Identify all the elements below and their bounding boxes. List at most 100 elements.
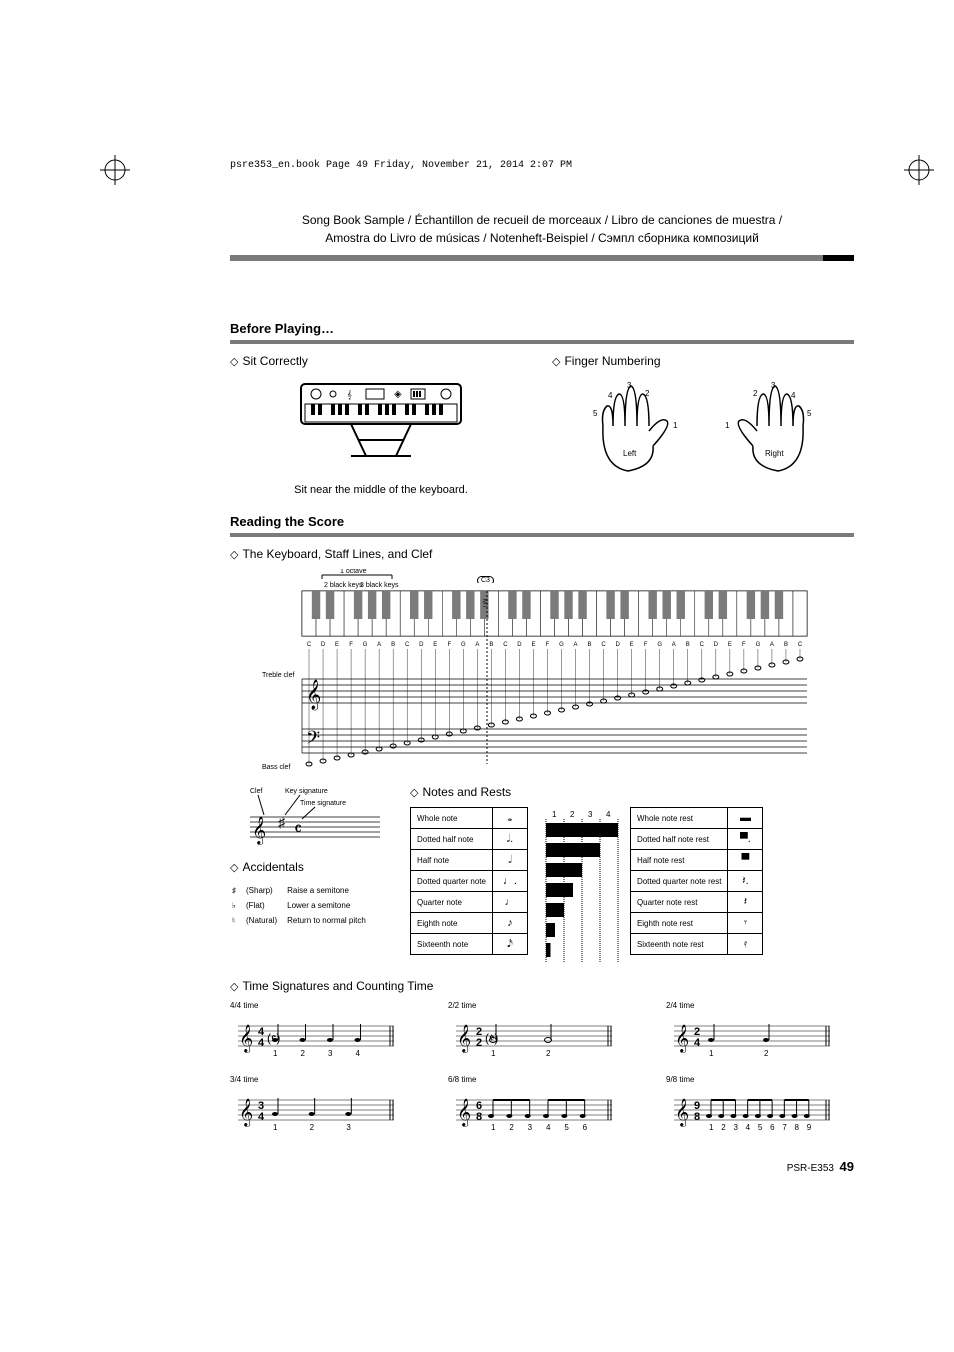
notes-table: Whole note𝅝Dotted half note𝅗𝅥.Half note𝅗… xyxy=(410,807,528,955)
svg-text:1: 1 xyxy=(709,1049,714,1058)
svg-text:Time signature: Time signature xyxy=(300,800,346,807)
svg-text:M: M xyxy=(481,599,487,604)
svg-text:4: 4 xyxy=(746,1123,751,1132)
svg-text:8: 8 xyxy=(694,1111,700,1123)
svg-text:A: A xyxy=(672,642,676,648)
svg-text:Key signature: Key signature xyxy=(285,788,328,795)
svg-text:4: 4 xyxy=(606,810,611,819)
svg-text:2: 2 xyxy=(645,389,650,398)
svg-text:4: 4 xyxy=(608,391,613,400)
svg-text:C: C xyxy=(307,642,312,648)
svg-text:F: F xyxy=(546,642,550,648)
svg-text:3 black keys: 3 black keys xyxy=(360,582,399,589)
svg-text:3: 3 xyxy=(528,1123,533,1132)
hands-illustration: 5 4 3 2 1 Left 5 4 3 2 1 Right xyxy=(583,376,823,486)
svg-text:♯: ♯ xyxy=(278,814,286,830)
svg-text:𝄞: 𝄞 xyxy=(252,817,266,845)
svg-text:𝄞: 𝄞 xyxy=(239,1025,253,1053)
doc-header-line2: Amostra do Livro de músicas / Notenheft-… xyxy=(325,231,759,245)
svg-text:8: 8 xyxy=(795,1123,800,1132)
keyboard-staff-diagram: 1 octave 2 black keys 3 black keys C3 CD… xyxy=(262,569,822,779)
svg-text:5: 5 xyxy=(564,1123,569,1132)
finger-numbering-label: Finger Numbering xyxy=(552,354,854,368)
svg-text:A: A xyxy=(475,642,479,648)
section-underline-before xyxy=(230,340,854,344)
svg-text:8: 8 xyxy=(476,1111,482,1123)
header-rule xyxy=(230,255,854,261)
svg-text:9: 9 xyxy=(807,1123,812,1132)
time-signatures-grid: 4/4 time 𝄞 4 4 (𝄴) 1234 2/2 time 𝄞 2 xyxy=(230,1001,854,1139)
svg-text:5: 5 xyxy=(807,409,812,418)
footer-page: 49 xyxy=(840,1159,854,1174)
svg-text:𝄞: 𝄞 xyxy=(306,679,321,711)
svg-text:E: E xyxy=(728,642,732,648)
svg-text:4: 4 xyxy=(258,1111,265,1123)
svg-text:G: G xyxy=(657,642,662,648)
svg-text:E: E xyxy=(335,642,339,648)
accidentals-table: ♯(Sharp)Raise a semitone ♭(Flat)Lower a … xyxy=(230,882,376,929)
svg-text:B: B xyxy=(391,642,395,648)
page-footer: PSR-E353 49 xyxy=(230,1159,854,1174)
svg-text:3: 3 xyxy=(733,1123,738,1132)
svg-text:2 black keys: 2 black keys xyxy=(324,582,363,589)
svg-text:2: 2 xyxy=(310,1123,315,1132)
svg-text:𝄞: 𝄞 xyxy=(675,1099,689,1127)
svg-text:A: A xyxy=(770,642,774,648)
svg-text:Treble clef: Treble clef xyxy=(262,672,294,679)
svg-text:𝄞: 𝄞 xyxy=(457,1025,471,1053)
svg-text:𝄞: 𝄞 xyxy=(239,1099,253,1127)
svg-text:2: 2 xyxy=(753,389,758,398)
svg-text:B: B xyxy=(489,642,493,648)
svg-text:D: D xyxy=(517,642,522,648)
svg-text:C: C xyxy=(503,642,508,648)
svg-text:1: 1 xyxy=(273,1123,278,1132)
svg-text:1: 1 xyxy=(491,1123,496,1132)
sit-keyboard-illustration: 𝄞 ◈ xyxy=(291,376,471,476)
svg-text:D: D xyxy=(419,642,424,648)
svg-text:C: C xyxy=(405,642,410,648)
svg-text:G: G xyxy=(559,642,564,648)
svg-text:1 octave: 1 octave xyxy=(340,569,367,575)
svg-text:4: 4 xyxy=(546,1123,551,1132)
svg-text:1: 1 xyxy=(725,421,730,430)
note-duration-bars: 1234 xyxy=(534,807,624,967)
svg-text:Clef: Clef xyxy=(250,788,263,795)
svg-text:C: C xyxy=(601,642,606,648)
clef-keysig-timesig-diagram: Clef Key signature Time signature 𝄞 ♯ 𝄴 xyxy=(230,785,390,845)
svg-text:2: 2 xyxy=(546,1049,551,1058)
svg-text:4: 4 xyxy=(258,1037,265,1049)
svg-text:C: C xyxy=(798,642,803,648)
svg-text:1: 1 xyxy=(273,1049,278,1058)
svg-text:2: 2 xyxy=(764,1049,769,1058)
accidentals-label: Accidentals xyxy=(230,860,390,874)
svg-text:D: D xyxy=(615,642,620,648)
svg-text:E: E xyxy=(630,642,634,648)
time-sig-label: Time Signatures and Counting Time xyxy=(230,979,854,993)
svg-text:E: E xyxy=(531,642,535,648)
svg-text:F: F xyxy=(349,642,353,648)
svg-text:1: 1 xyxy=(552,810,557,819)
svg-text:C: C xyxy=(700,642,705,648)
svg-text:F: F xyxy=(447,642,451,648)
doc-header-line1: Song Book Sample / Échantillon de recuei… xyxy=(302,213,782,227)
svg-text:B: B xyxy=(686,642,690,648)
rests-table: Whole note rest▬Dotted half note rest▀.H… xyxy=(630,807,764,955)
svg-text:D: D xyxy=(714,642,719,648)
svg-text:G: G xyxy=(363,642,368,648)
svg-text:D: D xyxy=(321,642,326,648)
svg-text:𝄞: 𝄞 xyxy=(347,390,352,399)
svg-text:𝄴: 𝄴 xyxy=(294,819,302,839)
svg-text:2: 2 xyxy=(509,1123,514,1132)
svg-text:6: 6 xyxy=(583,1123,588,1132)
svg-text:2: 2 xyxy=(301,1049,306,1058)
svg-text:◈: ◈ xyxy=(394,389,402,400)
section-title-reading: Reading the Score xyxy=(230,514,854,529)
section-underline-reading xyxy=(230,533,854,537)
svg-text:F: F xyxy=(644,642,648,648)
sit-caption: Sit near the middle of the keyboard. xyxy=(230,484,532,496)
svg-text:1: 1 xyxy=(673,421,678,430)
svg-text:3: 3 xyxy=(328,1049,333,1058)
notes-rests-label: Notes and Rests xyxy=(410,785,854,799)
svg-text:E: E xyxy=(433,642,437,648)
svg-text:4: 4 xyxy=(791,391,796,400)
